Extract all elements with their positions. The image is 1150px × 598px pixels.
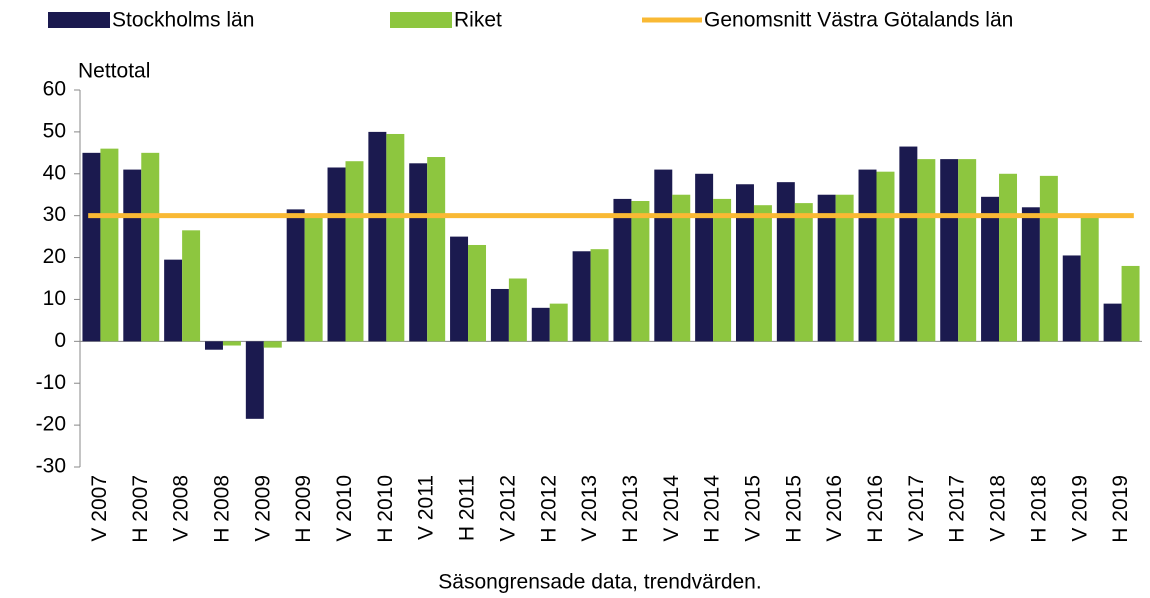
x-tick-label: H 2012 xyxy=(537,475,560,543)
y-tick-label: 0 xyxy=(54,329,66,352)
y-tick-label: 20 xyxy=(43,245,66,268)
x-tick-label: V 2010 xyxy=(333,475,356,542)
bar xyxy=(1080,215,1099,342)
x-tick-label: H 2019 xyxy=(1109,475,1132,543)
bar xyxy=(858,169,877,342)
bar xyxy=(304,215,323,342)
bar xyxy=(1021,207,1040,342)
bar xyxy=(204,341,223,350)
bar xyxy=(590,249,609,342)
bar xyxy=(817,194,836,342)
bar xyxy=(776,182,795,342)
x-tick-label: V 2016 xyxy=(823,475,846,542)
x-tick-label: V 2007 xyxy=(88,475,111,542)
bar xyxy=(876,171,895,342)
x-tick-label: H 2011 xyxy=(456,475,479,541)
bar xyxy=(695,173,714,342)
bar xyxy=(141,152,160,342)
legend-swatch xyxy=(390,12,452,28)
legend-label: Riket xyxy=(454,9,502,32)
x-tick-label: V 2012 xyxy=(496,475,519,542)
bar xyxy=(572,251,591,342)
bar xyxy=(1103,303,1122,342)
bar xyxy=(613,198,632,342)
bar xyxy=(531,307,550,342)
x-tick-label: V 2013 xyxy=(578,475,601,542)
bar xyxy=(427,157,446,342)
x-tick-label: H 2016 xyxy=(864,475,887,543)
bar xyxy=(386,133,405,342)
bar xyxy=(940,159,959,342)
x-tick-label: H 2013 xyxy=(619,475,642,543)
bar xyxy=(409,163,428,342)
bar xyxy=(917,159,936,342)
bar xyxy=(735,184,754,342)
x-tick-label: V 2018 xyxy=(987,475,1010,542)
bar xyxy=(1121,265,1140,342)
y-tick-label: -30 xyxy=(36,455,66,478)
x-tick-label: H 2018 xyxy=(1027,475,1050,543)
x-tick-label: H 2007 xyxy=(129,475,152,543)
bar xyxy=(549,303,568,342)
legend-label: Stockholms län xyxy=(112,9,254,32)
legend-label: Genomsnitt Västra Götalands län xyxy=(704,9,1013,32)
bar xyxy=(958,159,977,342)
bar xyxy=(753,205,772,342)
bar xyxy=(286,209,305,342)
bar xyxy=(1039,175,1058,342)
x-tick-label: H 2015 xyxy=(782,475,805,543)
x-tick-label: V 2019 xyxy=(1068,475,1091,542)
bar xyxy=(490,288,509,342)
bar xyxy=(1062,255,1081,342)
x-tick-label: V 2009 xyxy=(251,475,274,542)
legend-swatch xyxy=(48,12,110,28)
x-tick-label: V 2015 xyxy=(742,475,765,542)
y-tick-label: 40 xyxy=(43,161,66,184)
x-tick-label: H 2008 xyxy=(211,475,234,543)
x-tick-label: H 2010 xyxy=(374,475,397,543)
bar xyxy=(450,236,469,342)
bar xyxy=(368,131,387,342)
bar xyxy=(794,203,813,342)
y-axis-label: Nettotal xyxy=(78,60,150,83)
bar xyxy=(899,146,918,342)
y-tick-label: 30 xyxy=(43,203,66,226)
x-tick-label: V 2017 xyxy=(905,475,928,542)
x-tick-label: V 2014 xyxy=(660,475,683,542)
y-tick-label: -20 xyxy=(36,413,66,436)
bar xyxy=(82,152,101,342)
bar xyxy=(245,341,264,419)
bar xyxy=(508,278,527,342)
y-tick-label: -10 xyxy=(36,371,66,394)
y-tick-label: 60 xyxy=(43,78,66,101)
bar xyxy=(835,194,854,342)
bar xyxy=(263,341,282,348)
bar xyxy=(164,259,183,342)
bar xyxy=(999,173,1018,342)
x-tick-label: H 2009 xyxy=(292,475,315,543)
x-tick-label: H 2017 xyxy=(946,475,969,543)
bar xyxy=(631,201,650,342)
y-tick-label: 10 xyxy=(43,287,66,310)
x-tick-label: V 2008 xyxy=(170,475,193,542)
bar xyxy=(468,244,487,342)
bar xyxy=(100,148,119,342)
bar xyxy=(222,341,241,346)
bar xyxy=(654,169,673,342)
bar xyxy=(672,194,691,342)
y-tick-label: 50 xyxy=(43,119,66,142)
bar xyxy=(123,169,142,342)
x-tick-label: V 2011 xyxy=(415,475,438,540)
x-axis-label: Säsongrensade data, trendvärden. xyxy=(438,571,761,594)
bar xyxy=(345,161,364,342)
bar xyxy=(327,167,346,342)
x-tick-label: H 2014 xyxy=(701,475,724,543)
bar xyxy=(713,198,732,342)
bar xyxy=(182,230,201,342)
bar xyxy=(981,196,1000,342)
